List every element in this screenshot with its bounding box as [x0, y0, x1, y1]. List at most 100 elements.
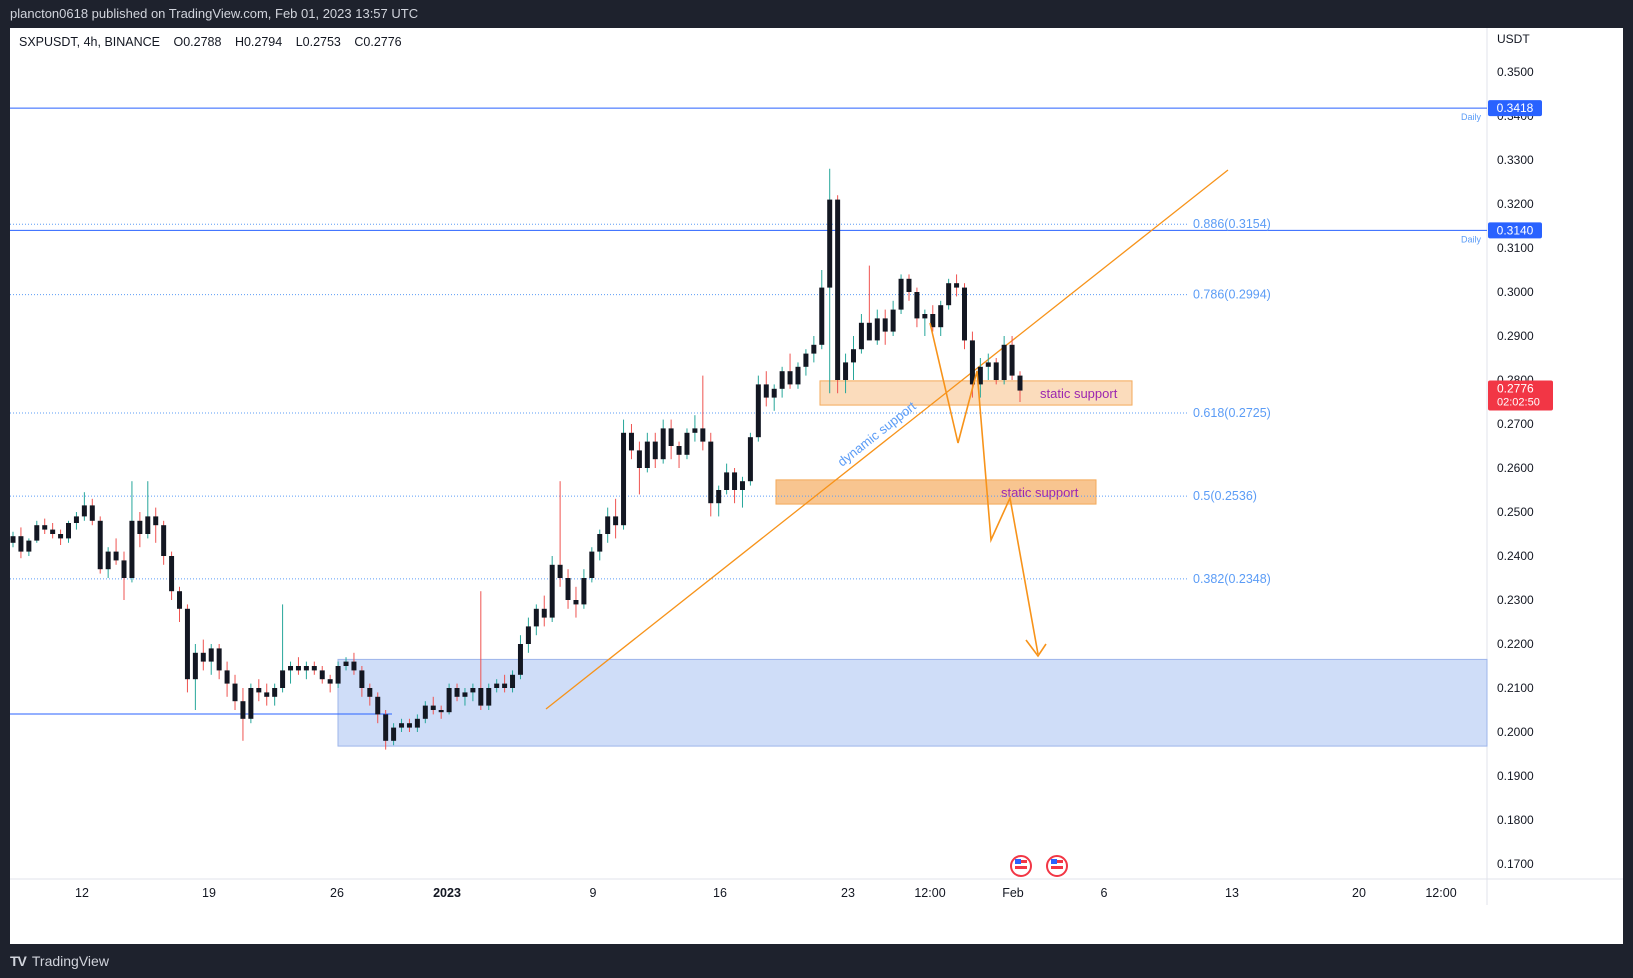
candle-body[interactable] — [795, 366, 801, 385]
candle-body[interactable] — [327, 679, 333, 684]
candle-body[interactable] — [533, 608, 539, 627]
candle-body[interactable] — [739, 481, 745, 490]
candle-body[interactable] — [121, 560, 127, 578]
candle-body[interactable] — [391, 727, 397, 741]
candle-body[interactable] — [359, 670, 365, 688]
candle-body[interactable] — [684, 432, 690, 455]
candle-body[interactable] — [34, 525, 40, 541]
candle-body[interactable] — [771, 388, 777, 398]
candle-body[interactable] — [272, 688, 278, 697]
candle-body[interactable] — [708, 441, 714, 504]
candle-body[interactable] — [192, 652, 198, 680]
current-price-badge[interactable] — [1488, 380, 1553, 411]
candle-body[interactable] — [557, 564, 563, 578]
candle-body[interactable] — [232, 683, 238, 702]
demand-zone[interactable] — [337, 658, 1488, 747]
candle-body[interactable] — [549, 564, 555, 618]
candle-body[interactable] — [224, 670, 230, 684]
candle-body[interactable] — [169, 556, 175, 592]
candle-body[interactable] — [946, 283, 952, 306]
static-support-zone[interactable] — [775, 479, 1097, 505]
candle-body[interactable] — [866, 322, 872, 341]
candle-body[interactable] — [18, 536, 24, 552]
candle-body[interactable] — [747, 437, 753, 482]
candle-body[interactable] — [644, 441, 650, 468]
candle-body[interactable] — [26, 540, 32, 552]
symbol-legend[interactable]: SXPUSDT, 4h, BINANCE O0.2788 H0.2794 L0.… — [17, 33, 414, 51]
candle-body[interactable] — [399, 723, 405, 728]
candle-body[interactable] — [716, 490, 722, 504]
candle-body[interactable] — [311, 666, 317, 671]
candle-body[interactable] — [137, 520, 143, 534]
candle-body[interactable] — [1001, 344, 1007, 380]
candle-body[interactable] — [676, 446, 682, 455]
candle-body[interactable] — [351, 661, 357, 671]
candle-body[interactable] — [438, 710, 444, 713]
candle-body[interactable] — [724, 472, 730, 490]
candle-body[interactable] — [787, 371, 793, 385]
candle-body[interactable] — [541, 608, 547, 618]
candle-body[interactable] — [993, 362, 999, 380]
candle-body[interactable] — [517, 644, 523, 675]
candle-body[interactable] — [494, 683, 500, 688]
candle-body[interactable] — [383, 714, 389, 741]
candle-body[interactable] — [89, 505, 95, 521]
candle-body[interactable] — [525, 626, 531, 644]
candle-body[interactable] — [835, 199, 841, 380]
candle-body[interactable] — [755, 384, 761, 438]
candle-body[interactable] — [208, 648, 214, 662]
candle-body[interactable] — [906, 278, 912, 292]
candle-body[interactable] — [605, 516, 611, 534]
candle-body[interactable] — [97, 520, 103, 570]
candle-body[interactable] — [240, 701, 246, 719]
candle-body[interactable] — [819, 287, 825, 345]
candle-body[interactable] — [1017, 375, 1023, 391]
candle-body[interactable] — [280, 670, 286, 688]
candle-body[interactable] — [843, 362, 849, 380]
symbol-label[interactable]: SXPUSDT, 4h, BINANCE — [19, 35, 161, 49]
candle-body[interactable] — [343, 661, 349, 666]
candle-body[interactable] — [161, 525, 167, 556]
candle-body[interactable] — [113, 551, 119, 561]
candle-body[interactable] — [248, 688, 254, 719]
candle-body[interactable] — [216, 648, 222, 671]
candle-body[interactable] — [652, 441, 658, 460]
candle-body[interactable] — [184, 608, 190, 680]
candle-body[interactable] — [422, 705, 428, 719]
candle-body[interactable] — [177, 591, 183, 609]
candle-body[interactable] — [264, 692, 270, 697]
candle-body[interactable] — [882, 318, 888, 332]
static-support-zone[interactable] — [819, 380, 1133, 406]
candle-body[interactable] — [367, 688, 373, 697]
candle-body[interactable] — [858, 322, 864, 350]
candle-body[interactable] — [898, 278, 904, 310]
candle-body[interactable] — [502, 683, 508, 688]
candle-body[interactable] — [565, 578, 571, 600]
candle-body[interactable] — [129, 520, 135, 578]
candle-body[interactable] — [636, 450, 642, 468]
candle-body[interactable] — [42, 525, 48, 530]
candle-body[interactable] — [430, 705, 436, 710]
candle-body[interactable] — [613, 516, 619, 526]
candle-body[interactable] — [811, 344, 817, 354]
candle-body[interactable] — [510, 674, 516, 688]
candle-body[interactable] — [414, 718, 420, 728]
candle-body[interactable] — [954, 283, 960, 288]
candle-body[interactable] — [446, 688, 452, 713]
candle-body[interactable] — [961, 287, 967, 341]
candle-body[interactable] — [1009, 344, 1015, 376]
candle-body[interactable] — [478, 688, 484, 706]
candle-body[interactable] — [589, 551, 595, 578]
candle-body[interactable] — [295, 666, 301, 671]
candle-body[interactable] — [969, 340, 975, 385]
candle-body[interactable] — [81, 505, 87, 517]
candle-body[interactable] — [922, 314, 928, 319]
candle-body[interactable] — [779, 371, 785, 389]
candle-body[interactable] — [10, 536, 16, 543]
candle-body[interactable] — [105, 551, 111, 570]
candle-body[interactable] — [803, 353, 809, 367]
candle-body[interactable] — [874, 318, 880, 341]
projected-path-arrow[interactable] — [929, 322, 1039, 655]
candle-body[interactable] — [145, 516, 151, 534]
